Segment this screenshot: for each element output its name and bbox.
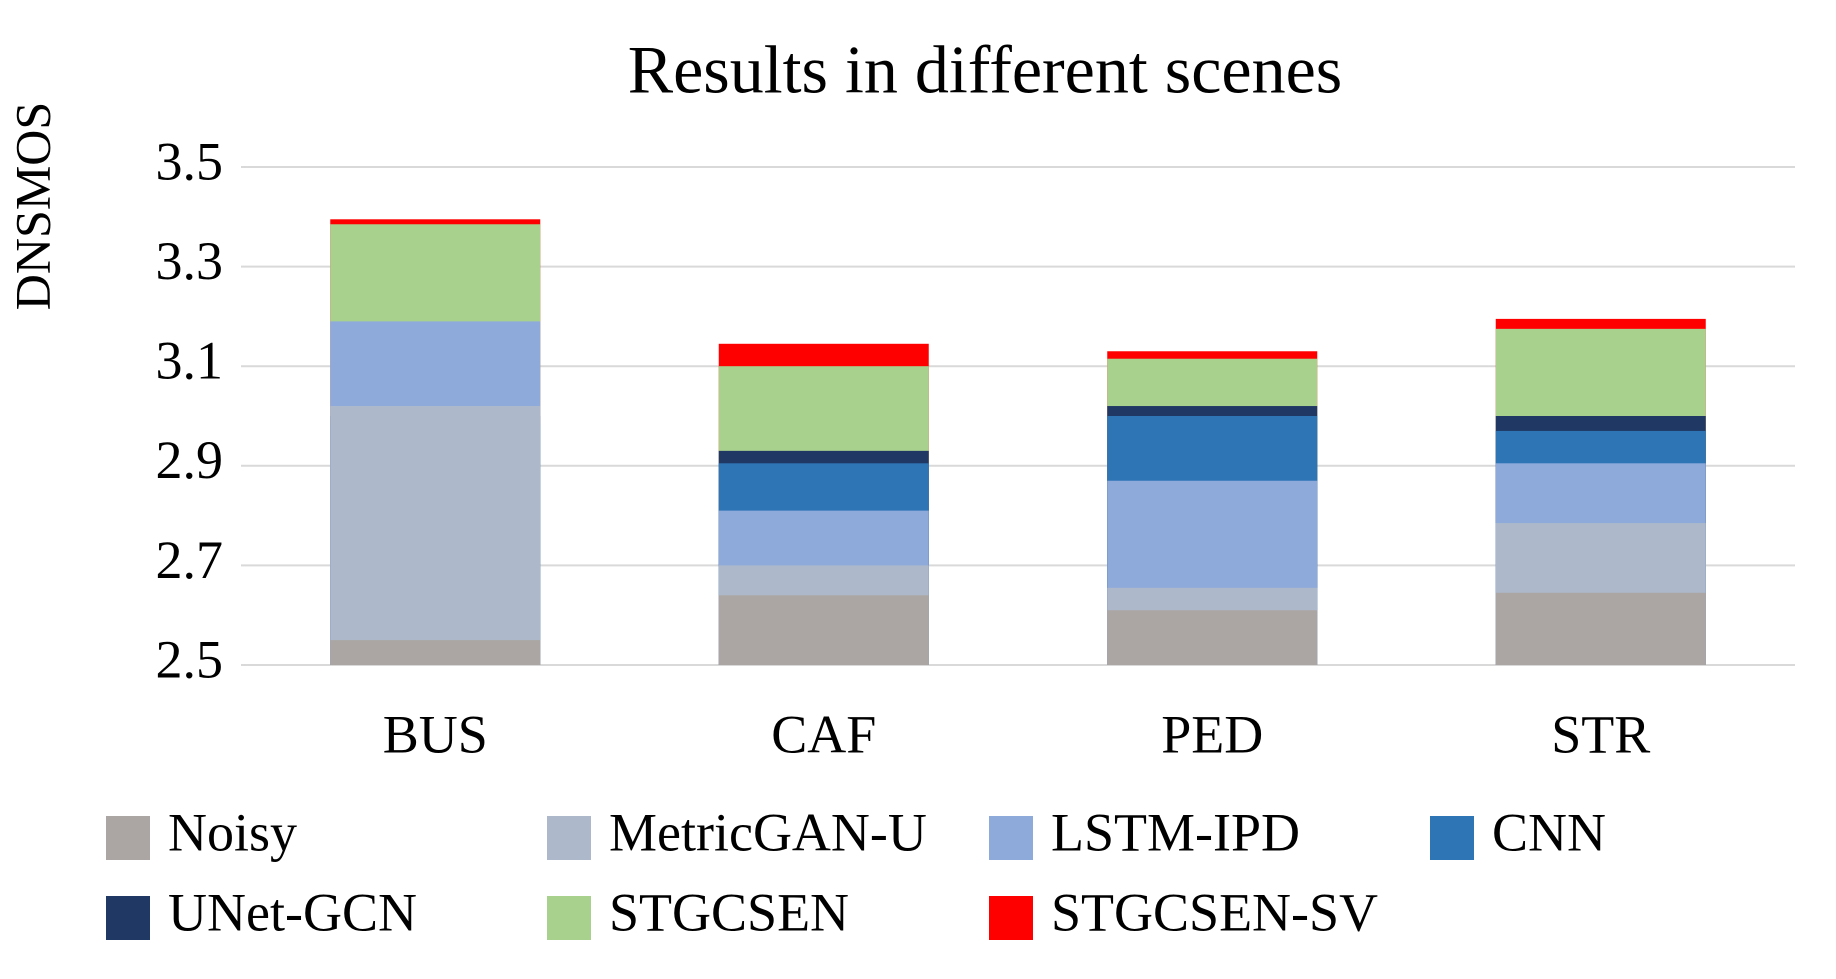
legend-label: CNN [1492, 802, 1606, 862]
x-tick-label: STR [1551, 704, 1650, 764]
legend-swatch [106, 816, 150, 860]
legend-swatch [547, 816, 591, 860]
legend-label: Noisy [168, 802, 297, 862]
y-axis-label: DNSMOS [4, 102, 60, 310]
legend-swatch [989, 816, 1033, 860]
legend-label: LSTM-IPD [1051, 802, 1300, 862]
legend-label: UNet-GCN [168, 882, 417, 942]
x-tick-label: BUS [383, 704, 488, 764]
legend-label: STGCSEN [609, 882, 849, 942]
y-tick-label: 2.5 [156, 629, 224, 689]
y-tick-label: 3.5 [156, 131, 224, 191]
chart-title: Results in different scenes [628, 32, 1342, 108]
bar [718, 595, 929, 665]
y-tick-label: 3.1 [156, 331, 224, 391]
bar [330, 640, 541, 665]
x-tick-label: PED [1161, 704, 1263, 764]
bar [1495, 592, 1706, 665]
y-tick-label: 2.9 [156, 430, 224, 490]
legend-label: MetricGAN-U [609, 802, 927, 862]
bar [330, 406, 541, 665]
y-tick-label: 3.3 [156, 231, 224, 291]
bar [1107, 610, 1318, 665]
legend-label: STGCSEN-SV [1051, 882, 1378, 942]
legend-swatch [989, 896, 1033, 940]
x-tick-label: CAF [771, 704, 876, 764]
legend-swatch [1430, 816, 1474, 860]
legend-swatch [547, 896, 591, 940]
legend-swatch [106, 896, 150, 940]
y-tick-label: 2.7 [156, 530, 224, 590]
